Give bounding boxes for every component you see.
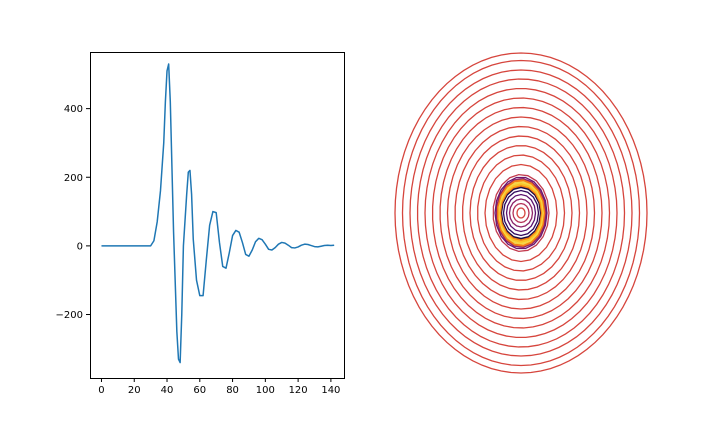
contour-ring [502, 189, 540, 237]
contour-ring [424, 88, 618, 338]
contour-plot-panel [394, 52, 648, 374]
y-tick-label: 400 [64, 104, 83, 115]
contour-ring [497, 182, 545, 244]
contour-ring [431, 97, 611, 329]
contour-ring [492, 173, 550, 253]
x-axis: 0 20 40 60 80 100 120 140 [98, 378, 340, 396]
x-tick-label: 40 [161, 385, 174, 396]
y-tick-label: −200 [56, 310, 83, 321]
x-tick-label: 120 [289, 385, 308, 396]
contour-ring [401, 59, 641, 367]
contour-ring [416, 78, 626, 348]
y-tick-label: 200 [64, 173, 83, 184]
contour-ring [469, 145, 573, 281]
x-tick-label: 0 [98, 385, 104, 396]
x-tick-label: 60 [193, 385, 206, 396]
contour-ring [454, 125, 588, 301]
y-tick-label: 0 [77, 241, 83, 252]
x-tick-label: 80 [226, 385, 239, 396]
contour-ring [505, 193, 537, 233]
contour-ring [439, 106, 603, 320]
contour-ring [484, 163, 558, 263]
line-series [101, 63, 335, 364]
contour-ring [516, 207, 526, 219]
x-tick-label: 100 [256, 385, 275, 396]
line-chart-frame [90, 52, 345, 379]
contour-ring [462, 135, 581, 291]
x-tick-label: 140 [321, 385, 340, 396]
contour-ring [496, 180, 546, 246]
contour-ring [477, 154, 566, 272]
y-axis: −200 0 200 400 [56, 104, 90, 321]
contour-ring [495, 177, 547, 249]
contour-ring [508, 198, 534, 228]
contour-ring [446, 116, 596, 310]
contour-ring [496, 179, 547, 247]
x-tick-label: 20 [128, 385, 141, 396]
line-chart-panel: 0 20 40 60 80 100 120 140 −200 0 200 400 [56, 52, 345, 396]
contour-ring [394, 52, 648, 374]
contour-ring [512, 202, 530, 224]
contour-ring [409, 69, 633, 357]
contour-ring [494, 176, 548, 250]
